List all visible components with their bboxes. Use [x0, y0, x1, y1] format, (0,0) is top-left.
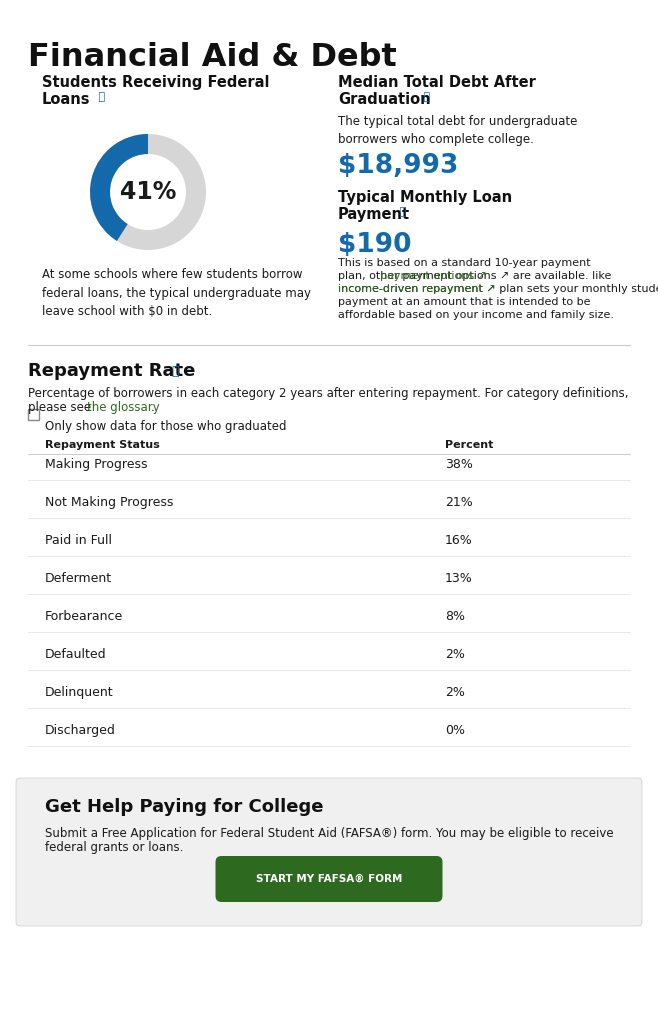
Text: payment at an amount that is intended to be: payment at an amount that is intended to… [338, 297, 590, 307]
Text: Delinquent: Delinquent [45, 686, 114, 699]
Text: Financial Aid & Debt: Financial Aid & Debt [28, 42, 397, 73]
Text: Forbearance: Forbearance [45, 610, 123, 623]
Text: Repayment Rate: Repayment Rate [28, 362, 195, 380]
Text: income-driven repayment ↗ plan sets your monthly student loan: income-driven repayment ↗ plan sets your… [338, 284, 658, 294]
Text: the glossary: the glossary [87, 401, 160, 414]
Text: federal grants or loans.: federal grants or loans. [45, 841, 184, 854]
Text: ⓘ: ⓘ [420, 92, 430, 102]
Text: ⓘ: ⓘ [168, 365, 180, 378]
Text: Percentage of borrowers in each category 2 years after entering repayment. For c: Percentage of borrowers in each category… [28, 387, 628, 400]
Text: 41%: 41% [120, 180, 176, 204]
Text: Median Total Debt After: Median Total Debt After [338, 75, 536, 90]
Text: payment options ↗: payment options ↗ [380, 271, 487, 281]
Text: 8%: 8% [445, 610, 465, 623]
Text: .: . [151, 401, 155, 414]
Text: This is based on a standard 10-year payment: This is based on a standard 10-year paym… [338, 258, 591, 268]
Text: Only show data for those who graduated: Only show data for those who graduated [45, 420, 286, 433]
Text: Students Receiving Federal: Students Receiving Federal [42, 75, 270, 90]
Text: START MY FAFSA® FORM: START MY FAFSA® FORM [256, 874, 402, 884]
Text: 0%: 0% [445, 724, 465, 737]
Text: Payment: Payment [338, 207, 410, 222]
Wedge shape [90, 134, 148, 241]
Text: 38%: 38% [445, 458, 473, 471]
Text: Submit a Free Application for Federal Student Aid (FAFSA®) form. You may be elig: Submit a Free Application for Federal St… [45, 827, 614, 840]
Text: Repayment Status: Repayment Status [45, 440, 160, 450]
Text: Loans: Loans [42, 92, 91, 106]
Text: Defaulted: Defaulted [45, 648, 107, 662]
Text: The typical total debt for undergraduate
borrowers who complete college.: The typical total debt for undergraduate… [338, 115, 577, 146]
Text: Deferment: Deferment [45, 572, 112, 585]
Text: income-driven repayment ↗: income-driven repayment ↗ [338, 284, 495, 294]
Wedge shape [90, 134, 206, 250]
Text: 2%: 2% [445, 686, 465, 699]
FancyBboxPatch shape [28, 409, 39, 420]
Text: $18,993: $18,993 [338, 153, 459, 179]
Text: $190: $190 [338, 232, 411, 258]
Text: Percent: Percent [445, 440, 494, 450]
Text: 13%: 13% [445, 572, 472, 585]
Text: Typical Monthly Loan: Typical Monthly Loan [338, 190, 512, 205]
Text: Graduation: Graduation [338, 92, 430, 106]
Text: Paid in Full: Paid in Full [45, 534, 112, 547]
Text: Discharged: Discharged [45, 724, 116, 737]
Text: Get Help Paying for College: Get Help Paying for College [45, 798, 324, 816]
FancyBboxPatch shape [216, 856, 442, 902]
Text: Making Progress: Making Progress [45, 458, 147, 471]
Text: At some schools where few students borrow
federal loans, the typical undergradua: At some schools where few students borro… [42, 268, 311, 318]
Text: ⓘ: ⓘ [396, 207, 406, 217]
FancyBboxPatch shape [16, 778, 642, 926]
Text: affordable based on your income and family size.: affordable based on your income and fami… [338, 310, 614, 319]
Text: please see: please see [28, 401, 91, 414]
Text: plan, other payment options ↗ are available. like: plan, other payment options ↗ are availa… [338, 271, 611, 281]
Text: 16%: 16% [445, 534, 472, 547]
Text: 2%: 2% [445, 648, 465, 662]
Text: ⓘ: ⓘ [95, 92, 105, 102]
Text: 21%: 21% [445, 496, 472, 509]
Text: Not Making Progress: Not Making Progress [45, 496, 173, 509]
